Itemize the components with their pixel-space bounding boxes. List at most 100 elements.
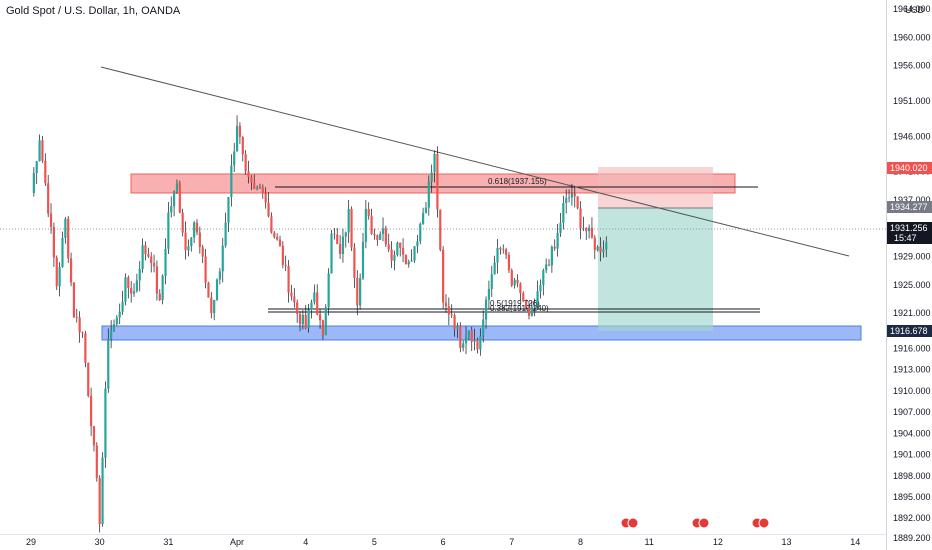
- candle-body: [310, 302, 313, 310]
- candle-body: [255, 188, 259, 190]
- candle-body: [579, 208, 582, 229]
- candle-body: [484, 299, 488, 320]
- candle-body: [92, 426, 96, 446]
- candle-body: [510, 270, 513, 286]
- candle-body: [218, 271, 221, 280]
- candle-body: [144, 245, 147, 255]
- candle-body: [64, 218, 67, 239]
- y-tick-label: 1956.000: [893, 61, 931, 71]
- candle-body: [170, 206, 173, 213]
- candle-body: [135, 280, 138, 292]
- candle-body: [462, 343, 465, 348]
- x-tick-label: 12: [713, 537, 723, 547]
- candle-body: [235, 125, 239, 152]
- price-tag-upper: 1940.020: [890, 163, 928, 173]
- candle-body: [479, 336, 482, 350]
- candle-body: [338, 244, 342, 255]
- candle-body: [121, 301, 124, 312]
- candle-body: [396, 242, 399, 255]
- candle-body: [387, 244, 390, 250]
- candle-body: [562, 203, 565, 223]
- candle-body: [330, 233, 333, 274]
- candle-body: [590, 227, 594, 238]
- candle-body: [567, 197, 571, 199]
- candle-body: [67, 218, 70, 259]
- candle-body: [370, 215, 373, 234]
- candle-body: [401, 248, 405, 255]
- candle-body: [32, 173, 35, 194]
- candle-body: [570, 193, 574, 198]
- candle-body: [407, 261, 410, 265]
- candle-body: [453, 315, 456, 330]
- candle-body: [467, 330, 470, 337]
- price-tag-current-bg: [887, 222, 932, 244]
- candle-body: [304, 314, 307, 328]
- candle-body: [301, 314, 304, 325]
- candle-body: [585, 227, 588, 232]
- candle-body: [327, 273, 330, 308]
- candle-body: [421, 213, 425, 224]
- candle-body: [278, 239, 282, 246]
- candle-body: [187, 246, 190, 251]
- candle-body: [55, 257, 58, 287]
- candle-body: [373, 233, 376, 236]
- candle-body: [138, 268, 141, 281]
- candle-body: [49, 213, 53, 228]
- candle-body: [324, 307, 327, 336]
- candle-body: [273, 232, 276, 237]
- candle-body: [504, 249, 508, 255]
- candle-body: [539, 285, 542, 292]
- candle-body: [519, 283, 522, 294]
- candle-body: [52, 227, 55, 258]
- candle-body: [276, 236, 279, 240]
- x-tick-label: 31: [163, 537, 173, 547]
- candle-body: [341, 236, 345, 255]
- candle-body: [124, 277, 127, 302]
- candle-body: [78, 317, 81, 333]
- candle-body: [602, 249, 605, 253]
- candle-body: [533, 305, 536, 307]
- candle-body: [513, 279, 516, 286]
- candle-body: [213, 299, 216, 314]
- candle-body: [84, 333, 87, 363]
- candle-body: [447, 306, 450, 315]
- x-tick-label: Apr: [230, 537, 244, 547]
- candle-body: [530, 306, 533, 316]
- candle-body: [376, 235, 379, 240]
- candle-body: [38, 140, 41, 162]
- candle-body: [553, 246, 556, 249]
- x-tick-label: 4: [303, 537, 308, 547]
- candle-body: [284, 264, 287, 266]
- candle-body: [356, 277, 359, 306]
- candle-body: [464, 336, 468, 344]
- candle-body: [490, 274, 493, 290]
- candle-body: [444, 302, 448, 307]
- candle-body: [599, 246, 602, 253]
- y-tick-label: 1889.200: [893, 533, 931, 543]
- candle-body: [207, 282, 210, 298]
- candle-body: [582, 227, 585, 229]
- candle-body: [227, 196, 230, 223]
- candle-body: [353, 247, 356, 278]
- candle-body: [75, 317, 78, 319]
- candle-body: [35, 161, 38, 174]
- candle-body: [316, 292, 319, 315]
- candle-body: [161, 275, 164, 301]
- candle-body: [587, 227, 591, 232]
- candle-body: [522, 293, 525, 302]
- candle-body: [459, 326, 462, 348]
- candle-body: [536, 291, 539, 306]
- y-tick-label: 1910.000: [893, 386, 931, 396]
- candle-body: [287, 265, 290, 293]
- candle-body: [596, 246, 599, 251]
- candle-body: [516, 279, 519, 284]
- price-tag-position-bg: [887, 201, 932, 213]
- candle-body: [258, 187, 262, 189]
- y-tick-label: 1907.000: [893, 407, 931, 417]
- candle-body: [167, 212, 170, 249]
- candle-body: [130, 288, 133, 294]
- candle-body: [487, 289, 491, 300]
- y-tick-label: 1898.000: [893, 471, 931, 481]
- candle-body: [107, 339, 110, 389]
